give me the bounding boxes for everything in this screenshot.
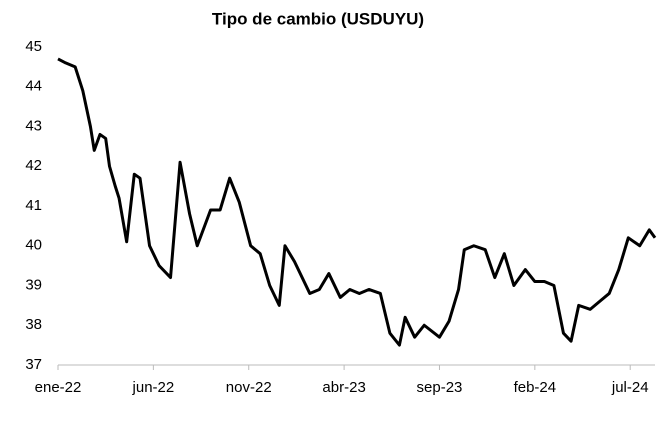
y-tick-label: 43: [25, 117, 42, 134]
y-tick-label: 37: [25, 356, 42, 373]
y-tick-label: 44: [25, 78, 42, 95]
y-tick-label: 39: [25, 276, 42, 293]
x-tick-label: jul-24: [611, 379, 649, 396]
chart-title: Tipo de cambio (USDUYU): [212, 9, 424, 28]
x-tick-label: abr-23: [322, 379, 365, 396]
x-tick-label: ene-22: [35, 379, 82, 396]
y-tick-label: 38: [25, 316, 42, 333]
y-tick-label: 40: [25, 237, 42, 254]
x-tick-label: feb-24: [514, 379, 557, 396]
x-tick-label: nov-22: [226, 379, 272, 396]
y-tick-label: 42: [25, 157, 42, 174]
x-tick-label: sep-23: [417, 379, 463, 396]
line-series: [57, 57, 657, 347]
x-tick-label: jun-22: [132, 379, 175, 396]
y-tick-label: 41: [25, 197, 42, 214]
y-tick-label: 45: [25, 38, 42, 55]
